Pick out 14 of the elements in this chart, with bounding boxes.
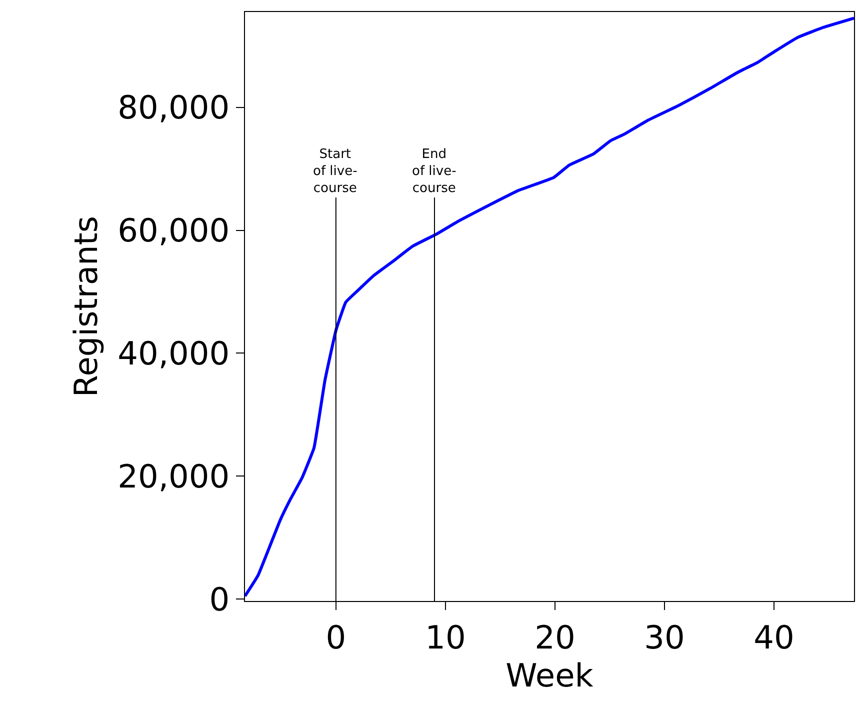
x-tick-label: 0	[326, 618, 346, 656]
y-tick-label: 80,000	[118, 88, 230, 126]
x-tick-label: 20	[534, 618, 576, 656]
x-axis-title: Week	[506, 656, 594, 694]
x-tick-label: 40	[754, 618, 794, 656]
y-tick-label: 60,000	[118, 211, 230, 250]
y-tick-label: 0	[209, 580, 230, 618]
ref-line-label: Start of live- course	[313, 147, 358, 196]
y-axis-title: Registrants	[66, 216, 105, 398]
y-tick-label: 40,000	[118, 334, 230, 372]
y-tick-label: 20,000	[118, 457, 230, 496]
ref-line-label: End of live- course	[412, 147, 457, 196]
x-tick-label: 30	[644, 618, 685, 656]
x-tick-label: 10	[425, 618, 466, 656]
